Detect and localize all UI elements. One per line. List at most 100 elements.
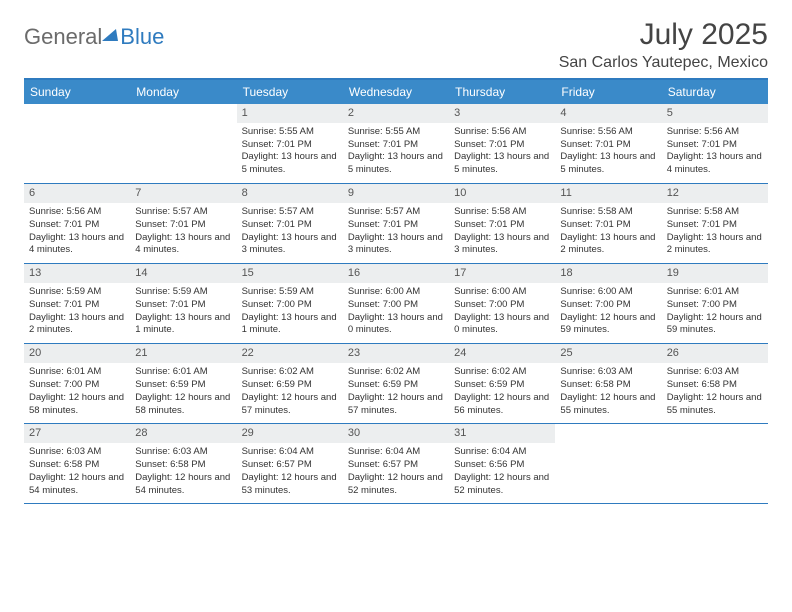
day-cell: 16Sunrise: 6:00 AMSunset: 7:00 PMDayligh… <box>343 264 449 343</box>
week-row: 1Sunrise: 5:55 AMSunset: 7:01 PMDaylight… <box>24 104 768 184</box>
month-title: July 2025 <box>559 18 768 52</box>
day-number: 19 <box>662 264 768 283</box>
day-content: Sunrise: 5:58 AMSunset: 7:01 PMDaylight:… <box>662 203 768 263</box>
logo-blue: Blue <box>120 24 164 50</box>
day-content: Sunrise: 6:01 AMSunset: 7:00 PMDaylight:… <box>662 283 768 343</box>
day-cell: 6Sunrise: 5:56 AMSunset: 7:01 PMDaylight… <box>24 184 130 263</box>
day-cell: 24Sunrise: 6:02 AMSunset: 6:59 PMDayligh… <box>449 344 555 423</box>
day-content: Sunrise: 6:01 AMSunset: 6:59 PMDaylight:… <box>130 363 236 423</box>
day-number: 1 <box>237 104 343 123</box>
day-number: 2 <box>343 104 449 123</box>
day-number: 30 <box>343 424 449 443</box>
day-number: 10 <box>449 184 555 203</box>
day-number: 3 <box>449 104 555 123</box>
day-number: 17 <box>449 264 555 283</box>
day-content: Sunrise: 6:00 AMSunset: 7:00 PMDaylight:… <box>555 283 661 343</box>
logo-general: General <box>24 24 102 50</box>
day-content: Sunrise: 5:59 AMSunset: 7:01 PMDaylight:… <box>24 283 130 343</box>
day-number: 23 <box>343 344 449 363</box>
empty-cell <box>662 424 768 503</box>
day-cell: 8Sunrise: 5:57 AMSunset: 7:01 PMDaylight… <box>237 184 343 263</box>
day-content: Sunrise: 6:04 AMSunset: 6:57 PMDaylight:… <box>237 443 343 503</box>
weekday-header: Tuesday <box>237 80 343 104</box>
day-content: Sunrise: 5:59 AMSunset: 7:01 PMDaylight:… <box>130 283 236 343</box>
day-number: 8 <box>237 184 343 203</box>
day-content: Sunrise: 5:56 AMSunset: 7:01 PMDaylight:… <box>24 203 130 263</box>
day-content: Sunrise: 5:56 AMSunset: 7:01 PMDaylight:… <box>662 123 768 183</box>
day-number: 24 <box>449 344 555 363</box>
day-content: Sunrise: 6:03 AMSunset: 6:58 PMDaylight:… <box>24 443 130 503</box>
day-cell: 7Sunrise: 5:57 AMSunset: 7:01 PMDaylight… <box>130 184 236 263</box>
day-cell: 19Sunrise: 6:01 AMSunset: 7:00 PMDayligh… <box>662 264 768 343</box>
day-number: 18 <box>555 264 661 283</box>
day-content: Sunrise: 6:02 AMSunset: 6:59 PMDaylight:… <box>343 363 449 423</box>
day-content: Sunrise: 5:58 AMSunset: 7:01 PMDaylight:… <box>555 203 661 263</box>
weekday-header: Monday <box>130 80 236 104</box>
day-content: Sunrise: 6:01 AMSunset: 7:00 PMDaylight:… <box>24 363 130 423</box>
week-row: 6Sunrise: 5:56 AMSunset: 7:01 PMDaylight… <box>24 184 768 264</box>
day-number: 13 <box>24 264 130 283</box>
day-number: 6 <box>24 184 130 203</box>
day-number: 9 <box>343 184 449 203</box>
empty-cell <box>24 104 130 183</box>
title-block: July 2025 San Carlos Yautepec, Mexico <box>559 18 768 72</box>
page: General Blue July 2025 San Carlos Yautep… <box>0 0 792 522</box>
day-number: 16 <box>343 264 449 283</box>
week-row: 27Sunrise: 6:03 AMSunset: 6:58 PMDayligh… <box>24 424 768 504</box>
weekday-header: Thursday <box>449 80 555 104</box>
day-number: 5 <box>662 104 768 123</box>
day-cell: 12Sunrise: 5:58 AMSunset: 7:01 PMDayligh… <box>662 184 768 263</box>
weekday-header: Sunday <box>24 80 130 104</box>
day-content: Sunrise: 5:57 AMSunset: 7:01 PMDaylight:… <box>130 203 236 263</box>
day-content: Sunrise: 5:58 AMSunset: 7:01 PMDaylight:… <box>449 203 555 263</box>
day-cell: 2Sunrise: 5:55 AMSunset: 7:01 PMDaylight… <box>343 104 449 183</box>
day-content: Sunrise: 6:03 AMSunset: 6:58 PMDaylight:… <box>555 363 661 423</box>
day-cell: 30Sunrise: 6:04 AMSunset: 6:57 PMDayligh… <box>343 424 449 503</box>
day-content: Sunrise: 5:56 AMSunset: 7:01 PMDaylight:… <box>555 123 661 183</box>
weekday-header: Saturday <box>662 80 768 104</box>
logo: General Blue <box>24 18 164 50</box>
day-content: Sunrise: 5:59 AMSunset: 7:00 PMDaylight:… <box>237 283 343 343</box>
day-cell: 4Sunrise: 5:56 AMSunset: 7:01 PMDaylight… <box>555 104 661 183</box>
day-cell: 27Sunrise: 6:03 AMSunset: 6:58 PMDayligh… <box>24 424 130 503</box>
day-cell: 28Sunrise: 6:03 AMSunset: 6:58 PMDayligh… <box>130 424 236 503</box>
day-cell: 13Sunrise: 5:59 AMSunset: 7:01 PMDayligh… <box>24 264 130 343</box>
day-number: 12 <box>662 184 768 203</box>
day-number: 4 <box>555 104 661 123</box>
day-cell: 25Sunrise: 6:03 AMSunset: 6:58 PMDayligh… <box>555 344 661 423</box>
day-number: 29 <box>237 424 343 443</box>
day-cell: 15Sunrise: 5:59 AMSunset: 7:00 PMDayligh… <box>237 264 343 343</box>
weekday-row: SundayMondayTuesdayWednesdayThursdayFrid… <box>24 80 768 104</box>
day-content: Sunrise: 6:04 AMSunset: 6:56 PMDaylight:… <box>449 443 555 503</box>
day-cell: 20Sunrise: 6:01 AMSunset: 7:00 PMDayligh… <box>24 344 130 423</box>
day-cell: 26Sunrise: 6:03 AMSunset: 6:58 PMDayligh… <box>662 344 768 423</box>
day-content: Sunrise: 6:03 AMSunset: 6:58 PMDaylight:… <box>662 363 768 423</box>
day-number: 25 <box>555 344 661 363</box>
day-number: 26 <box>662 344 768 363</box>
calendar: SundayMondayTuesdayWednesdayThursdayFrid… <box>24 78 768 504</box>
logo-triangle-icon <box>102 29 118 41</box>
day-cell: 21Sunrise: 6:01 AMSunset: 6:59 PMDayligh… <box>130 344 236 423</box>
day-cell: 11Sunrise: 5:58 AMSunset: 7:01 PMDayligh… <box>555 184 661 263</box>
day-content: Sunrise: 6:02 AMSunset: 6:59 PMDaylight:… <box>237 363 343 423</box>
week-row: 13Sunrise: 5:59 AMSunset: 7:01 PMDayligh… <box>24 264 768 344</box>
weeks-container: 1Sunrise: 5:55 AMSunset: 7:01 PMDaylight… <box>24 104 768 504</box>
day-cell: 31Sunrise: 6:04 AMSunset: 6:56 PMDayligh… <box>449 424 555 503</box>
day-number: 28 <box>130 424 236 443</box>
day-number: 22 <box>237 344 343 363</box>
location: San Carlos Yautepec, Mexico <box>559 54 768 72</box>
day-cell: 23Sunrise: 6:02 AMSunset: 6:59 PMDayligh… <box>343 344 449 423</box>
day-cell: 5Sunrise: 5:56 AMSunset: 7:01 PMDaylight… <box>662 104 768 183</box>
day-content: Sunrise: 5:55 AMSunset: 7:01 PMDaylight:… <box>343 123 449 183</box>
day-number: 27 <box>24 424 130 443</box>
weekday-header: Friday <box>555 80 661 104</box>
day-number: 11 <box>555 184 661 203</box>
day-number: 21 <box>130 344 236 363</box>
empty-cell <box>555 424 661 503</box>
day-content: Sunrise: 5:57 AMSunset: 7:01 PMDaylight:… <box>237 203 343 263</box>
day-content: Sunrise: 6:04 AMSunset: 6:57 PMDaylight:… <box>343 443 449 503</box>
day-number: 31 <box>449 424 555 443</box>
day-cell: 1Sunrise: 5:55 AMSunset: 7:01 PMDaylight… <box>237 104 343 183</box>
day-content: Sunrise: 6:00 AMSunset: 7:00 PMDaylight:… <box>449 283 555 343</box>
empty-cell <box>130 104 236 183</box>
